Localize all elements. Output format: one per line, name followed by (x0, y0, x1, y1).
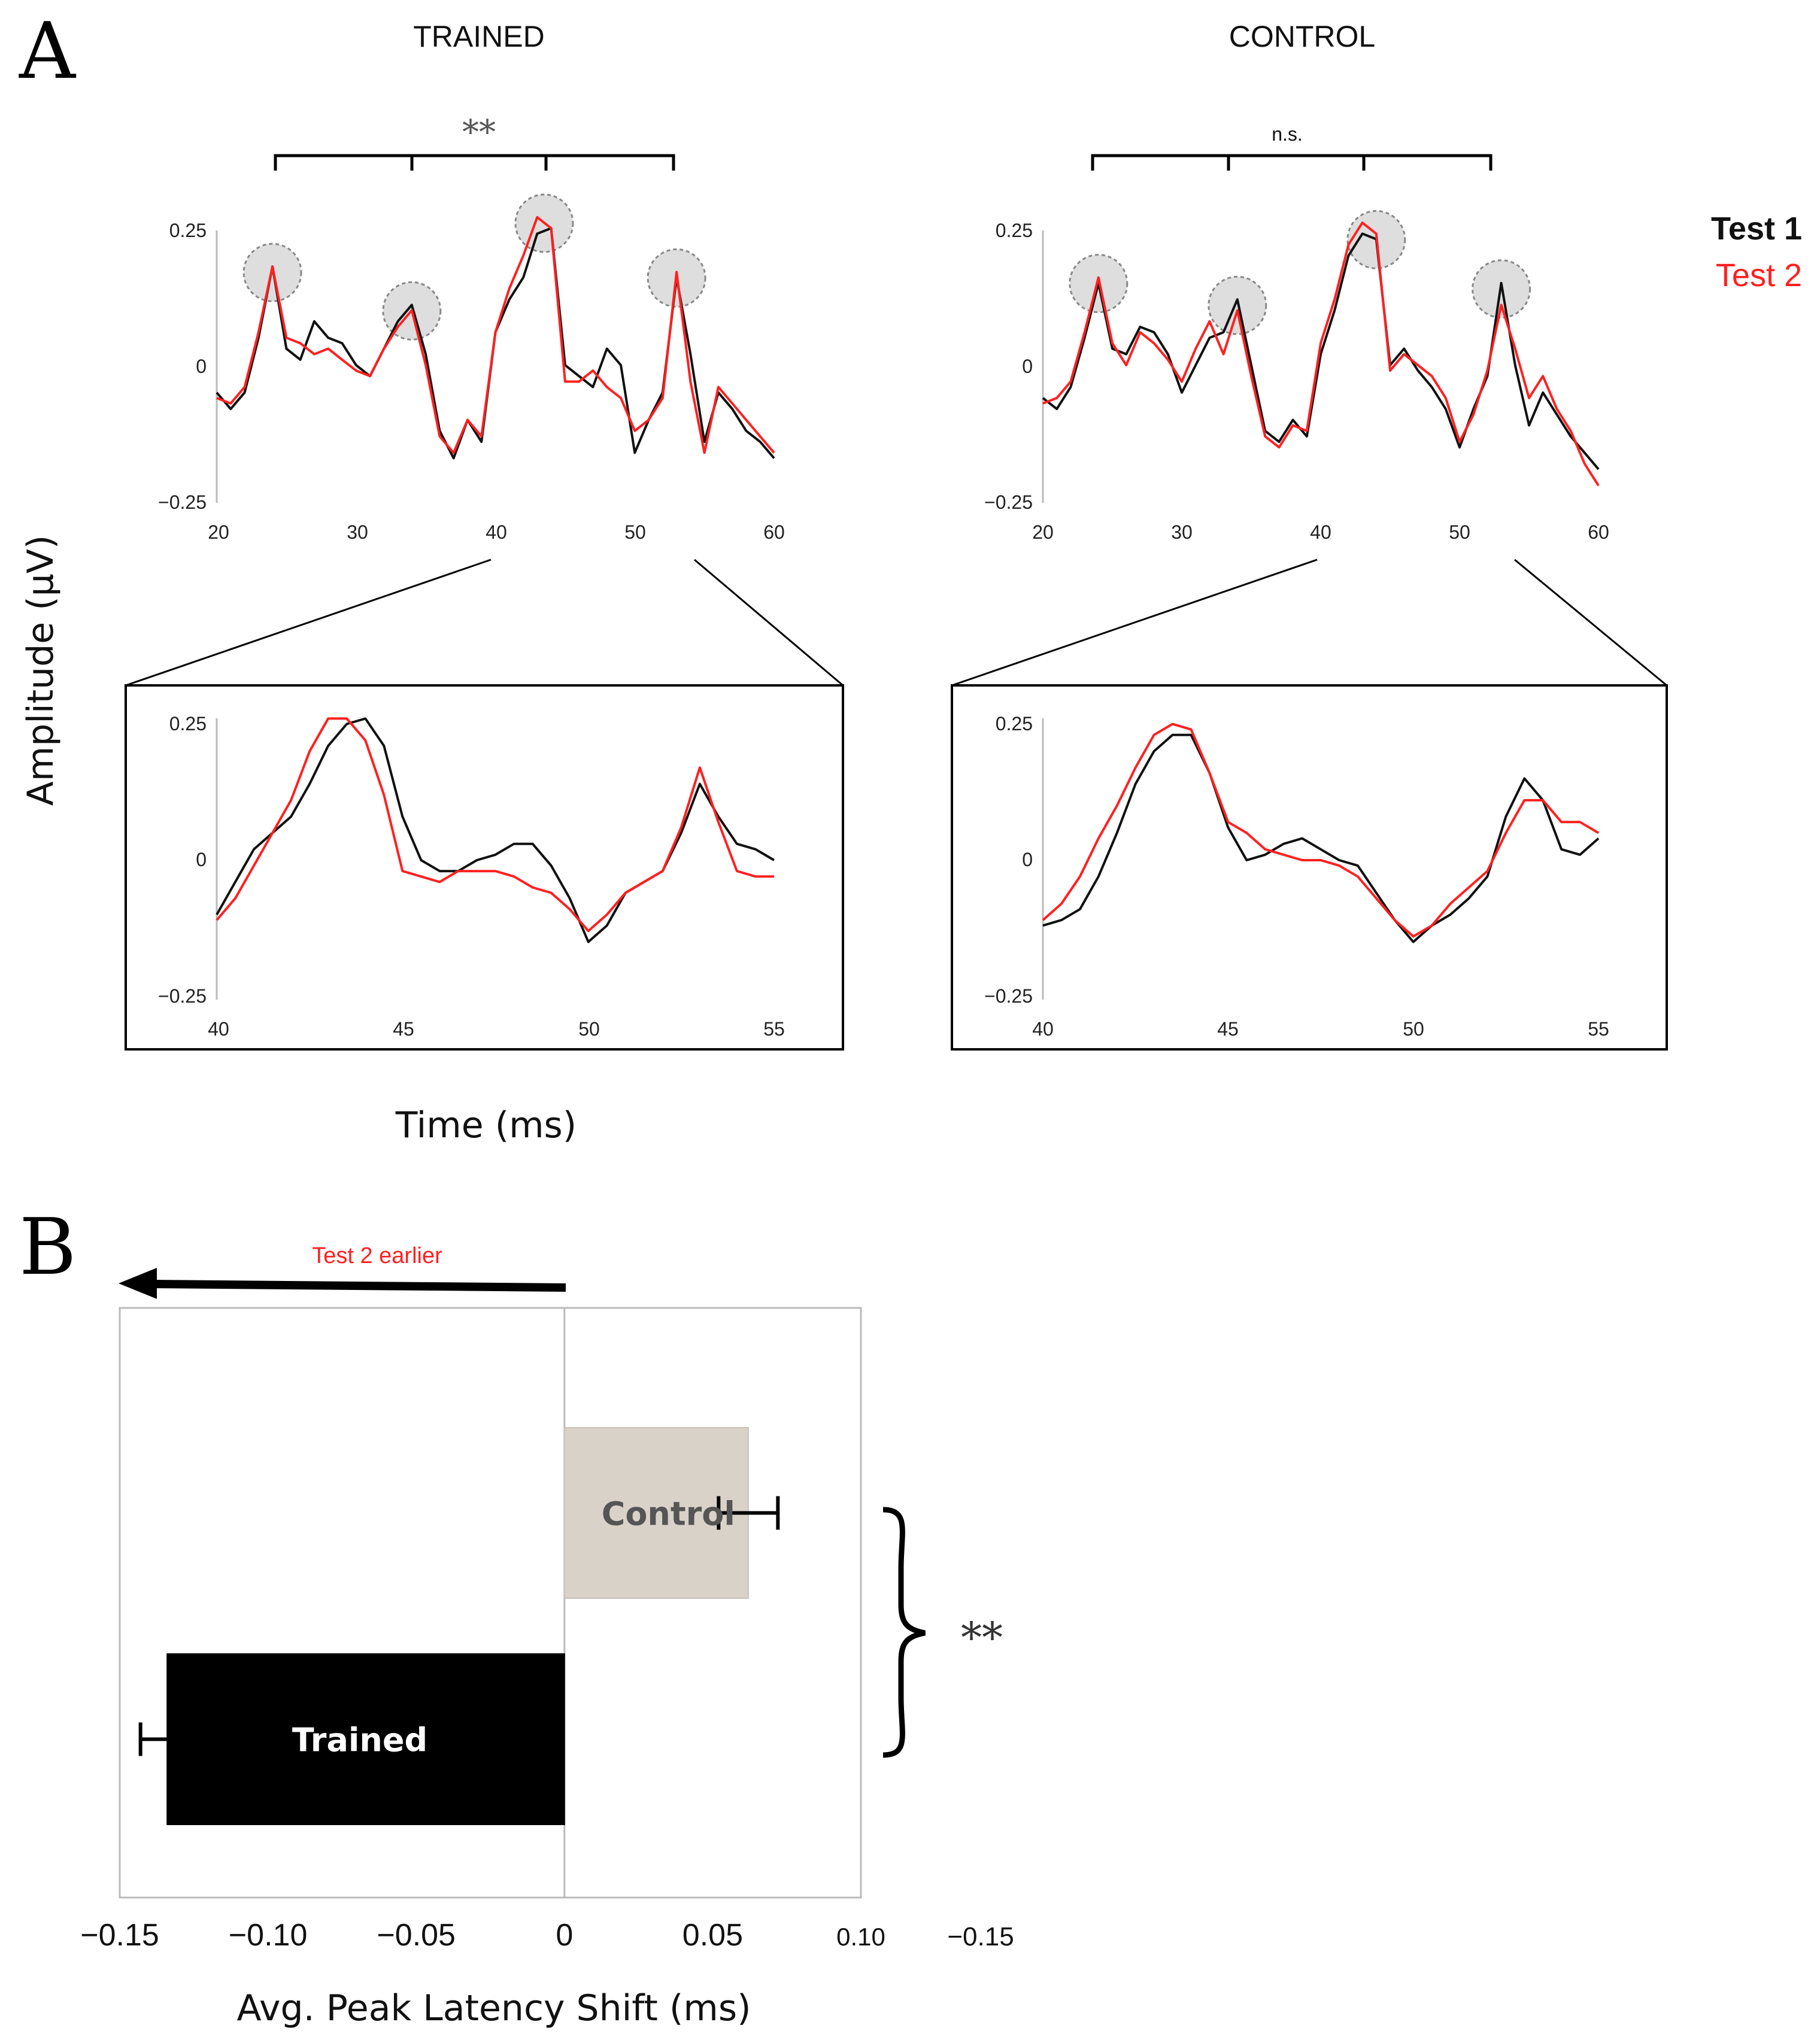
plot-frame (119, 1307, 862, 1899)
trained-overview-plot: 0.25 0 −0.25 20 30 40 50 60 (158, 193, 785, 543)
x-tick: 60 (1588, 521, 1609, 543)
x-tick: 55 (763, 1018, 785, 1040)
x-tick: 30 (1171, 521, 1193, 543)
panel-label-a: A (19, 5, 77, 96)
x-tick: 50 (578, 1018, 600, 1040)
y-tick: 0 (1022, 849, 1033, 870)
trained-zoom-plot: 0.25 0 −0.25 40 45 50 55 (125, 684, 844, 1051)
control-test1-trace (1042, 232, 1600, 470)
panel-b-significance: ** (961, 1613, 1003, 1662)
trained-zoom-test1-trace (216, 717, 775, 943)
x-tick-label: 0 (556, 1918, 573, 1953)
control-test2-trace (1042, 221, 1600, 487)
panel-a-xlabel: Time (ms) (395, 1104, 577, 1146)
zoom-frame (951, 684, 1668, 1051)
control-significance: n.s. (1272, 123, 1303, 145)
zoom-connector-left (951, 558, 1318, 687)
control-zoom-test1-trace (1042, 733, 1600, 943)
zoom-frame (125, 684, 844, 1051)
legend-test1: Test 1 (1711, 211, 1802, 247)
y-tick: 0.25 (169, 713, 207, 734)
trained-significance: ** (462, 113, 496, 152)
x-tick: 45 (393, 1018, 414, 1040)
y-tick: 0.25 (996, 713, 1033, 734)
x-tick: 30 (347, 521, 368, 543)
zoom-connector-right (1514, 558, 1667, 687)
panel-b-xlabel: Avg. Peak Latency Shift (ms) (236, 1987, 751, 2029)
x-tick-label: 0.10 (836, 1923, 885, 1951)
arrow-label: Test 2 earlier (312, 1243, 442, 1268)
y-tick: 0 (1022, 356, 1033, 377)
x-tick: 40 (1032, 1018, 1054, 1040)
x-tick: 20 (1032, 521, 1054, 543)
x-tick-label: −0.10 (229, 1918, 308, 1953)
legend-test2: Test 2 (1716, 257, 1802, 293)
x-tick-label: 0.05 (682, 1918, 743, 1953)
trained-bar-label: Trained (292, 1722, 427, 1759)
control-overview-plot: 0.25 0 −0.25 20 30 40 50 60 (984, 210, 1609, 543)
arrow-shaft (149, 1280, 566, 1292)
y-tick: 0.25 (169, 220, 207, 241)
x-tick: 40 (208, 1018, 229, 1040)
y-tick: −0.25 (984, 491, 1033, 513)
x-tick: 50 (624, 521, 646, 543)
x-tick: 45 (1217, 1018, 1239, 1040)
latency-bar-chart: −0.15 −0.10 −0.05 0 0.05 0.10 Control Trained (80, 1307, 885, 1953)
trained-title: TRAINED (413, 20, 544, 53)
trained-zoom-test2-trace (216, 717, 774, 933)
control-zoom-test2-trace (1042, 722, 1600, 938)
x-tick-label: −0.15 (80, 1918, 159, 1953)
x-tick: 20 (208, 521, 229, 543)
zoom-connector-right (694, 558, 844, 687)
x-tick: 50 (1449, 521, 1470, 543)
trained-test2-trace (216, 215, 775, 454)
control-bracket (1091, 154, 1493, 171)
arrow-head (119, 1268, 157, 1299)
trained-bracket (274, 154, 675, 171)
x-tick: 40 (1310, 521, 1331, 543)
y-tick: 0.25 (996, 220, 1033, 241)
control-bar-label: Control (602, 1495, 735, 1533)
y-tick: 0 (196, 849, 207, 870)
significance-brace (882, 1507, 926, 1758)
y-tick: 0 (196, 356, 207, 377)
x-tick: 60 (763, 521, 785, 543)
y-tick: −0.25 (158, 491, 207, 513)
x-tick-label: −0.05 (377, 1918, 456, 1953)
control-zoom-plot: 0.25 0 −0.25 40 45 50 55 (951, 684, 1668, 1051)
peak-marker-circle (1208, 275, 1267, 335)
earlier-arrow (119, 1268, 566, 1299)
x-tick: 55 (1588, 1018, 1609, 1040)
panel-a-ylabel: Amplitude (µV) (20, 535, 62, 806)
y-tick: −0.25 (158, 985, 207, 1007)
y-tick: −0.25 (984, 985, 1033, 1007)
trained-bar (166, 1653, 565, 1825)
zoom-connector-left (125, 558, 492, 687)
x-tick-label: −0.15 (947, 1922, 1014, 1951)
control-title: CONTROL (1229, 20, 1375, 53)
x-tick: 50 (1403, 1018, 1424, 1040)
x-tick: 40 (486, 521, 507, 543)
panel-label-b: B (19, 1201, 77, 1292)
